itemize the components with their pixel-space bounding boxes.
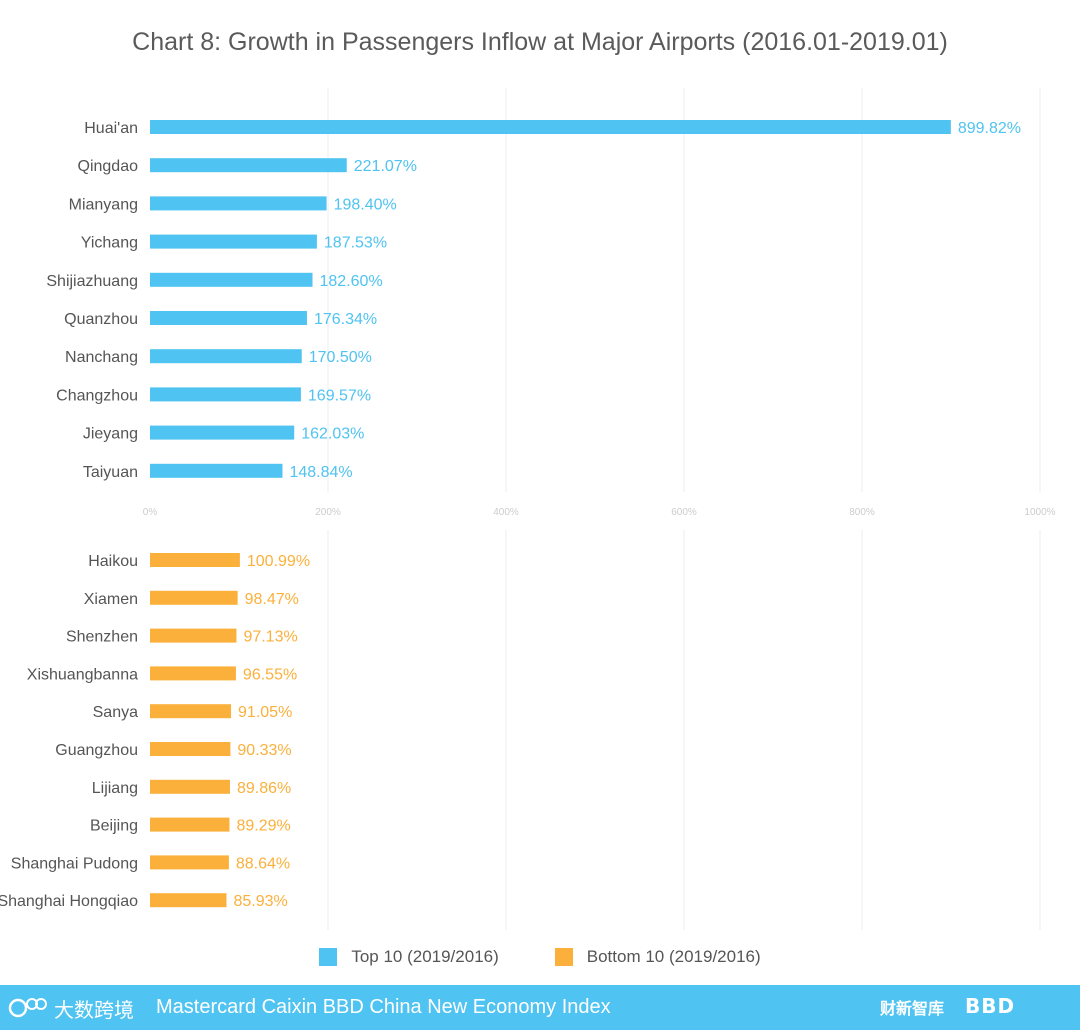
bar bbox=[150, 272, 313, 287]
data-label: 169.57% bbox=[308, 387, 371, 404]
bar bbox=[150, 463, 283, 478]
category-label: Xishuangbanna bbox=[27, 666, 138, 683]
data-label: 98.47% bbox=[245, 591, 299, 608]
legend-item-top: Top 10 (2019/2016) bbox=[319, 947, 499, 967]
category-label: Haikou bbox=[88, 553, 138, 570]
footer-left-logo-text: 大数跨境 bbox=[54, 997, 134, 1022]
bar bbox=[150, 893, 227, 908]
legend-swatch-top bbox=[319, 948, 338, 966]
bar bbox=[150, 349, 302, 364]
data-label: 182.60% bbox=[320, 273, 383, 290]
category-label: Mianyang bbox=[69, 196, 138, 213]
data-label: 148.84% bbox=[289, 464, 352, 481]
data-label: 162.03% bbox=[301, 426, 364, 443]
bar bbox=[150, 234, 317, 249]
footer-bar: 大数跨境 Mastercard Caixin BBD China New Eco… bbox=[0, 985, 1080, 1030]
category-label: Lijiang bbox=[92, 780, 138, 797]
category-label: Xiamen bbox=[84, 591, 138, 608]
bar bbox=[150, 666, 236, 681]
bar bbox=[150, 590, 238, 605]
category-label: Nanchang bbox=[65, 349, 138, 366]
data-label: 89.86% bbox=[237, 780, 291, 797]
legend-label-bottom: Bottom 10 (2019/2016) bbox=[586, 947, 761, 966]
legend-swatch-bottom bbox=[554, 948, 573, 966]
bar bbox=[150, 196, 327, 211]
legend-item-bottom: Bottom 10 (2019/2016) bbox=[554, 947, 761, 967]
chart-title: Chart 8: Growth in Passengers Inflow at … bbox=[132, 28, 948, 56]
data-label: 187.53% bbox=[324, 235, 387, 252]
category-label: Beijing bbox=[90, 818, 138, 835]
x-tick-label: 600% bbox=[671, 507, 697, 518]
bar bbox=[150, 425, 295, 440]
x-tick-label: 800% bbox=[849, 507, 875, 518]
bar bbox=[150, 704, 232, 719]
category-label: Qingdao bbox=[78, 158, 139, 175]
category-label: Shanghai Pudong bbox=[11, 855, 138, 872]
bar bbox=[150, 553, 240, 567]
category-label: Sanya bbox=[93, 704, 138, 721]
bar bbox=[150, 779, 230, 794]
category-label: Jieyang bbox=[83, 426, 138, 443]
footer-text: Mastercard Caixin BBD China New Economy … bbox=[156, 996, 611, 1018]
bar bbox=[150, 120, 951, 134]
bar bbox=[150, 311, 307, 325]
category-label: Huai'an bbox=[84, 120, 138, 137]
x-tick-label: 1000% bbox=[1024, 507, 1055, 518]
footer-right-logo-bbd: BBD bbox=[965, 994, 1016, 1018]
bar bbox=[150, 817, 230, 832]
x-tick-label: 400% bbox=[493, 507, 519, 518]
legend: Top 10 (2019/2016) Bottom 10 (2019/2016) bbox=[0, 944, 1080, 970]
category-label: Shenzhen bbox=[66, 629, 138, 646]
logo-icon bbox=[8, 998, 47, 1018]
bar-chart: 0% 200% 400% 600% 800% 1000% Huai'an 899.82% Qin… bbox=[0, 88, 1056, 930]
bar bbox=[150, 742, 231, 756]
data-label: 97.13% bbox=[243, 629, 297, 646]
data-label: 88.64% bbox=[236, 855, 290, 872]
footer-left-logo: 大数跨境 bbox=[8, 993, 134, 1023]
data-label: 89.29% bbox=[236, 818, 290, 835]
data-label: 170.50% bbox=[309, 349, 372, 366]
bar bbox=[150, 158, 347, 173]
x-tick-label: 200% bbox=[315, 507, 341, 518]
data-label: 96.55% bbox=[243, 666, 297, 683]
data-label: 198.40% bbox=[334, 196, 397, 213]
category-label: Changzhou bbox=[56, 387, 138, 404]
category-label: Shijiazhuang bbox=[46, 273, 138, 290]
data-label: 100.99% bbox=[247, 553, 310, 570]
data-label: 899.82% bbox=[958, 120, 1021, 137]
bar bbox=[150, 855, 229, 870]
legend-label-top: Top 10 (2019/2016) bbox=[351, 947, 499, 966]
category-label: Quanzhou bbox=[64, 311, 138, 328]
data-label: 85.93% bbox=[233, 893, 287, 910]
data-label: 90.33% bbox=[237, 742, 291, 759]
footer-right-logo-caixin: 财新智库 bbox=[880, 999, 945, 1018]
bar bbox=[150, 628, 237, 643]
category-label: Taiyuan bbox=[83, 464, 138, 481]
data-label: 176.34% bbox=[314, 311, 377, 328]
category-label: Yichang bbox=[81, 235, 138, 252]
category-label: Guangzhou bbox=[55, 742, 138, 759]
data-label: 221.07% bbox=[354, 158, 417, 175]
category-label: Shanghai Hongqiao bbox=[0, 893, 138, 910]
bar bbox=[150, 387, 301, 402]
data-label: 91.05% bbox=[238, 704, 292, 721]
x-tick-label: 0% bbox=[143, 507, 158, 518]
